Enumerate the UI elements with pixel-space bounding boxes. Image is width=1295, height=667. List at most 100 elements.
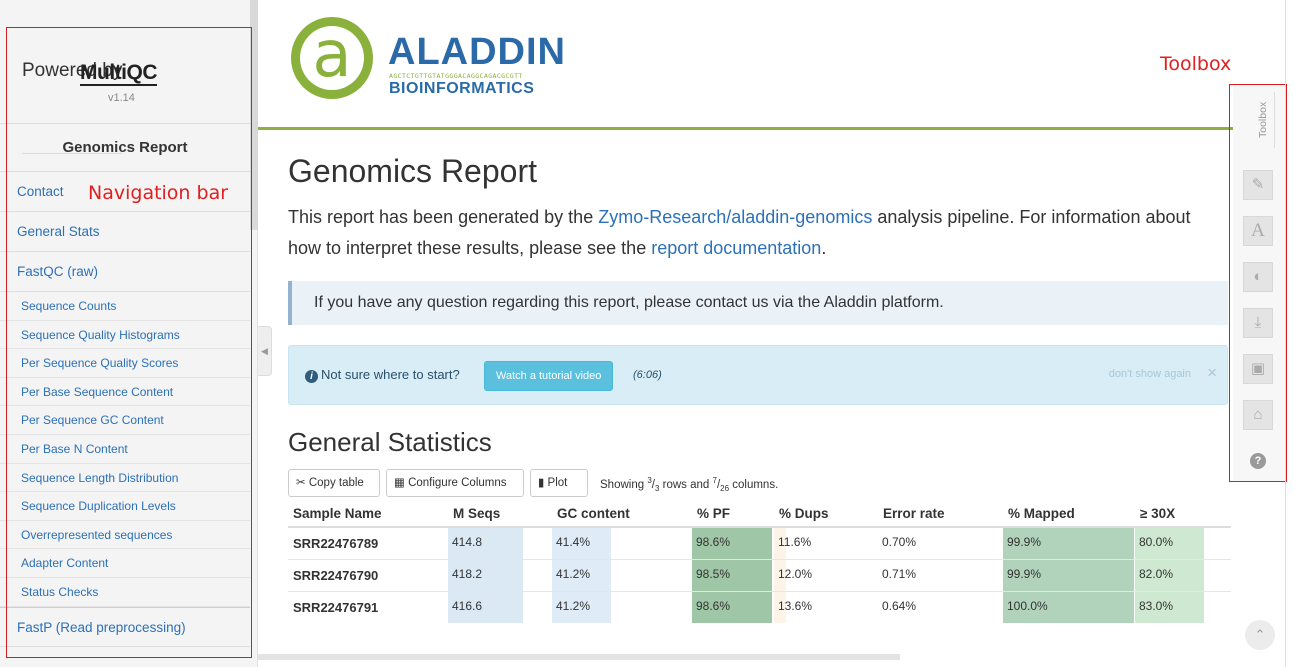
sidebar-item-contact[interactable]: Contact <box>0 172 250 212</box>
sidebar-item-status-checks[interactable]: Status Checks <box>0 578 250 607</box>
sidebar-item-per-base-n-content[interactable]: Per Base N Content <box>0 435 250 464</box>
chevron-left-icon: ◀ <box>261 345 268 356</box>
main-content: Genomics Report This report has been gen… <box>258 133 1233 658</box>
chevron-up-icon: ⌃ <box>1254 627 1266 642</box>
cell-bar <box>552 560 611 591</box>
cell-bar <box>1003 528 1134 559</box>
cell-value: 414.8 <box>452 535 483 549</box>
copy-icon: ✂ <box>296 477 309 489</box>
tutorial-question: i Not sure where to start? <box>305 367 460 383</box>
save-settings-button[interactable]: ▣ <box>1243 354 1273 384</box>
table-showing-summary: Showing 3/3 rows and 7/26 columns. <box>600 476 779 494</box>
horizontal-scrollbar[interactable] <box>258 654 900 660</box>
table-cell: 41.2% <box>552 591 692 623</box>
column-header[interactable]: M Seqs <box>448 501 552 528</box>
bar-chart-icon: ▮ <box>538 477 548 489</box>
multiqc-logo[interactable]: MultiQC <box>80 61 157 86</box>
tutorial-alert: i Not sure where to start? Watch a tutori… <box>288 345 1228 405</box>
column-header[interactable]: ≥ 30X <box>1135 501 1231 528</box>
table-cell: 99.9% <box>1003 526 1135 560</box>
sidebar-item-fastp[interactable]: FastP (Read preprocessing) <box>0 606 250 647</box>
pipeline-link[interactable]: Zymo-Research/aladdin-genomics <box>598 207 873 227</box>
tutorial-duration: (6:06) <box>633 369 662 381</box>
column-header[interactable]: Sample Name <box>288 501 448 528</box>
about-help-button[interactable]: ? <box>1243 446 1273 476</box>
intro-text: This report has been generated by the <box>288 207 599 227</box>
navigation-bar-annotation-box <box>6 27 252 658</box>
sidebar-item-per-sequence-quality-scores[interactable]: Per Sequence Quality Scores <box>0 349 250 378</box>
close-icon[interactable]: × <box>1207 363 1217 382</box>
cell-value: 98.6% <box>696 535 731 549</box>
highlight-pin-button[interactable]: ✎ <box>1243 170 1273 200</box>
hide-samples-button[interactable]: ◐ <box>1243 262 1273 292</box>
cell-value: 12.0% <box>778 567 813 581</box>
cell-value: 99.9% <box>1007 567 1042 581</box>
sidebar-item-sequence-length-distribution[interactable]: Sequence Length Distribution <box>0 464 250 493</box>
help-tour-button[interactable]: ⌂ <box>1243 400 1273 430</box>
dont-show-again-link[interactable]: don't show again <box>1108 368 1191 380</box>
highlight-pin-icon: ✎ <box>1251 176 1265 193</box>
powered-by-text: Powered by <box>22 30 123 154</box>
table-row: SRR22476789 414.8 41.4% 98.6% 11.6% 0.70% 99.9… <box>288 526 1231 560</box>
table-cell: 414.8 <box>448 526 552 560</box>
about-help-icon: ? <box>1250 453 1266 469</box>
copy-table-button[interactable]: ✂ Copy table <box>288 469 380 497</box>
help-tour-icon: ⌂ <box>1253 406 1263 423</box>
column-header[interactable]: % Dups <box>774 501 878 528</box>
logo-letter: a <box>312 18 352 92</box>
brand-subtitle: BIOINFORMATICS <box>389 80 535 97</box>
scroll-to-top-button[interactable]: ⌃ <box>1245 620 1275 650</box>
contact-note: If you have any question regarding this … <box>288 281 1228 325</box>
table-cell: 13.6% <box>774 591 878 623</box>
column-header[interactable]: Error rate <box>878 501 1003 528</box>
cell-bar <box>692 528 773 559</box>
sidebar-report-title[interactable]: Genomics Report <box>0 124 250 172</box>
export-plots-icon: ⤓ <box>1254 314 1262 331</box>
general-stats-table: Sample Name M Seqs GC content % PF % Dup… <box>288 501 1231 623</box>
table-cell: 0.70% <box>878 526 1003 560</box>
documentation-link[interactable]: report documentation <box>651 238 822 258</box>
cell-bar <box>448 528 523 559</box>
sidebar-item-per-sequence-gc-content[interactable]: Per Sequence GC Content <box>0 406 250 435</box>
divider <box>0 123 250 124</box>
column-header[interactable]: % PF <box>692 501 774 528</box>
sidebar-item-fastqc-raw[interactable]: FastQC (raw) <box>0 252 250 292</box>
configure-columns-button[interactable]: ▦ Configure Columns <box>386 469 524 497</box>
sidebar-item-general-stats[interactable]: General Stats <box>0 212 250 252</box>
intro-text: . <box>821 238 827 258</box>
sidebar-item-overrepresented-sequences[interactable]: Overrepresented sequences <box>0 521 250 550</box>
sidebar-item-adapter-content[interactable]: Adapter Content <box>0 549 250 578</box>
rename-samples-button[interactable]: A <box>1243 216 1273 246</box>
table-cell: 98.6% <box>692 591 774 623</box>
column-header[interactable]: GC content <box>552 501 692 528</box>
cell-bar <box>1003 592 1134 623</box>
version-label: v1.14 <box>108 92 135 104</box>
sidebar-scrollbar[interactable] <box>250 0 258 230</box>
table-cell: 98.6% <box>692 526 774 560</box>
table-cell: 418.2 <box>448 559 552 592</box>
table-cell: 0.71% <box>878 559 1003 592</box>
table-cell: 416.6 <box>448 591 552 623</box>
collapse-sidebar-toggle[interactable]: ◀ <box>258 326 272 376</box>
plot-button[interactable]: ▮ Plot <box>530 469 588 497</box>
brand-name: ALADDIN <box>388 31 566 73</box>
table-cell: 83.0% <box>1135 591 1231 623</box>
sample-name-cell: SRR22476789 <box>288 526 448 560</box>
cell-bar <box>692 560 773 591</box>
toolbox-annotation-label: Toolbox <box>1160 53 1232 75</box>
cell-bar <box>692 592 773 623</box>
table-cell: 12.0% <box>774 559 878 592</box>
sidebar-item-per-base-sequence-content[interactable]: Per Base Sequence Content <box>0 378 250 407</box>
watch-tutorial-button[interactable]: Watch a tutorial video <box>484 361 614 391</box>
aladdin-logo-mark[interactable]: a <box>291 17 373 99</box>
sidebar-item-sequence-duplication-levels[interactable]: Sequence Duplication Levels <box>0 492 250 521</box>
export-plots-button[interactable]: ⤓ <box>1243 308 1273 338</box>
sidebar-item-sequence-quality-histograms[interactable]: Sequence Quality Histograms <box>0 321 250 350</box>
cell-value: 80.0% <box>1139 535 1174 549</box>
column-header[interactable]: % Mapped <box>1003 501 1135 528</box>
cell-value: 11.6% <box>778 535 812 549</box>
sample-name-cell: SRR22476790 <box>288 559 448 592</box>
sidebar-item-sequence-counts[interactable]: Sequence Counts <box>0 292 250 321</box>
cell-bar <box>774 592 787 623</box>
brand-sequence: AGCTCTGTTGTATGGGACAGGCAGACGCGTT <box>389 72 523 80</box>
